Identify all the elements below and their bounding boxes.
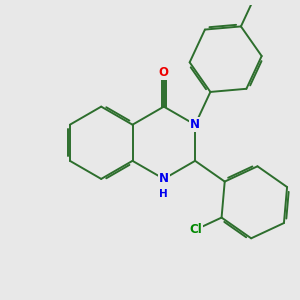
Text: N: N <box>190 118 200 131</box>
Text: H: H <box>159 189 168 199</box>
Text: Cl: Cl <box>189 223 202 236</box>
Text: O: O <box>159 66 169 79</box>
Text: N: N <box>159 172 169 185</box>
